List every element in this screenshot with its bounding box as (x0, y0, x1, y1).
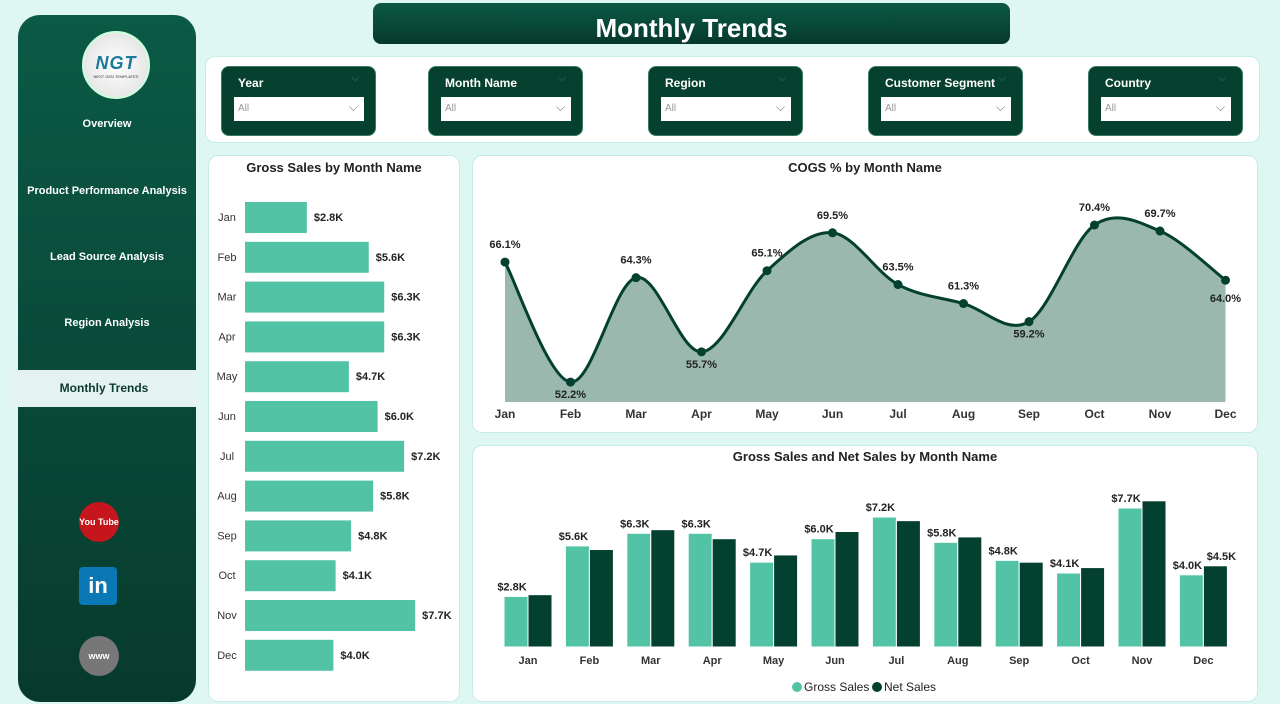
filter-panel: Year ⌵ All ⌵ Month Name ⌵ All ⌵ Region ⌵ All ⌵ Cu… (205, 56, 1260, 143)
nav-monthly-trends[interactable]: Monthly Trends (10, 370, 198, 407)
chevron-down-icon[interactable]: ⌵ (1218, 73, 1226, 84)
linkedin-icon[interactable]: in (79, 567, 117, 605)
page-title: Monthly Trends (373, 3, 1010, 44)
month-slicer[interactable]: Month Name ⌵ All ⌵ (428, 66, 583, 136)
sidebar: NGT NEXT GEN TEMPLATES Overview Product P… (10, 15, 198, 702)
gross-net-panel: Gross Sales and Net Sales by Month Name (472, 445, 1258, 702)
globe-icon[interactable]: www (79, 636, 119, 676)
region-dropdown[interactable]: All ⌵ (661, 97, 791, 121)
chevron-down-icon[interactable]: ⌵ (998, 73, 1006, 84)
nav-overview[interactable]: Overview (82, 118, 132, 130)
logo: NGT NEXT GEN TEMPLATES (82, 31, 150, 99)
youtube-icon[interactable]: You Tube (79, 502, 119, 542)
month-dropdown[interactable]: All ⌵ (441, 97, 571, 121)
country-dropdown[interactable]: All ⌵ (1101, 97, 1231, 121)
chevron-down-icon: ⌵ (555, 100, 565, 114)
cogs-panel: COGS % by Month Name (472, 155, 1258, 433)
chevron-down-icon: ⌵ (775, 100, 785, 114)
year-slicer[interactable]: Year ⌵ All ⌵ (221, 66, 376, 136)
chart-title: Gross Sales by Month Name (246, 160, 422, 175)
region-slicer[interactable]: Region ⌵ All ⌵ (648, 66, 803, 136)
country-slicer[interactable]: Country ⌵ All ⌵ (1088, 66, 1243, 136)
nav-region-analysis[interactable]: Region Analysis (64, 317, 150, 329)
chart-title: COGS % by Month Name (788, 160, 942, 175)
chevron-down-icon[interactable]: ⌵ (558, 73, 566, 84)
chevron-down-icon: ⌵ (348, 100, 358, 114)
year-dropdown[interactable]: All ⌵ (234, 97, 364, 121)
chevron-down-icon: ⌵ (995, 100, 1005, 114)
gross-sales-panel: Gross Sales by Month Name (208, 155, 460, 702)
segment-dropdown[interactable]: All ⌵ (881, 97, 1011, 121)
chevron-down-icon[interactable]: ⌵ (778, 73, 786, 84)
chevron-down-icon[interactable]: ⌵ (351, 73, 359, 84)
chart-title: Gross Sales and Net Sales by Month Name (732, 449, 998, 464)
nav-lead-source[interactable]: Lead Source Analysis (50, 251, 164, 263)
chevron-down-icon: ⌵ (1215, 100, 1225, 114)
segment-slicer[interactable]: Customer Segment ⌵ All ⌵ (868, 66, 1023, 136)
nav-product-performance[interactable]: Product Performance Analysis (27, 185, 187, 197)
